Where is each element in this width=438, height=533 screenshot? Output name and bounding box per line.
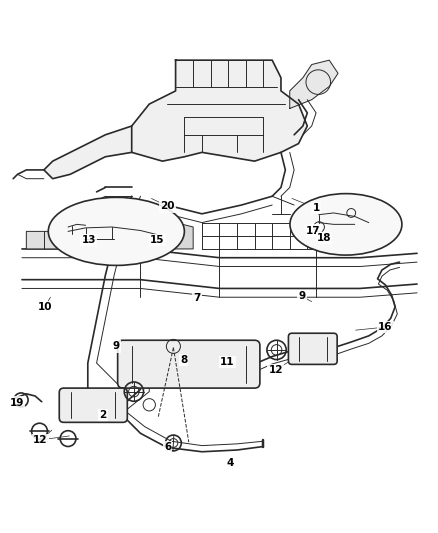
- Text: 9: 9: [298, 292, 305, 301]
- Text: 16: 16: [377, 322, 392, 332]
- Text: 4: 4: [226, 458, 233, 468]
- Text: 19: 19: [10, 398, 24, 408]
- Text: 18: 18: [316, 233, 331, 243]
- Text: 17: 17: [305, 225, 320, 236]
- Text: 11: 11: [219, 357, 234, 367]
- Text: 8: 8: [180, 355, 187, 365]
- Polygon shape: [131, 60, 307, 161]
- Text: 2: 2: [99, 410, 106, 420]
- Polygon shape: [26, 231, 131, 249]
- Text: 10: 10: [37, 302, 52, 312]
- Polygon shape: [149, 223, 193, 249]
- Ellipse shape: [289, 193, 401, 255]
- Polygon shape: [44, 126, 131, 179]
- Text: 7: 7: [193, 293, 200, 303]
- Text: 12: 12: [33, 435, 48, 445]
- FancyBboxPatch shape: [59, 388, 127, 422]
- Text: 13: 13: [81, 235, 96, 245]
- Text: 12: 12: [268, 365, 283, 375]
- Ellipse shape: [48, 197, 184, 265]
- Text: 20: 20: [160, 201, 175, 212]
- Text: 1: 1: [312, 203, 319, 213]
- Text: 6: 6: [164, 442, 171, 453]
- Text: 9: 9: [113, 342, 120, 351]
- Text: 15: 15: [149, 235, 164, 245]
- Polygon shape: [289, 60, 337, 108]
- FancyBboxPatch shape: [117, 340, 259, 388]
- FancyBboxPatch shape: [288, 333, 336, 365]
